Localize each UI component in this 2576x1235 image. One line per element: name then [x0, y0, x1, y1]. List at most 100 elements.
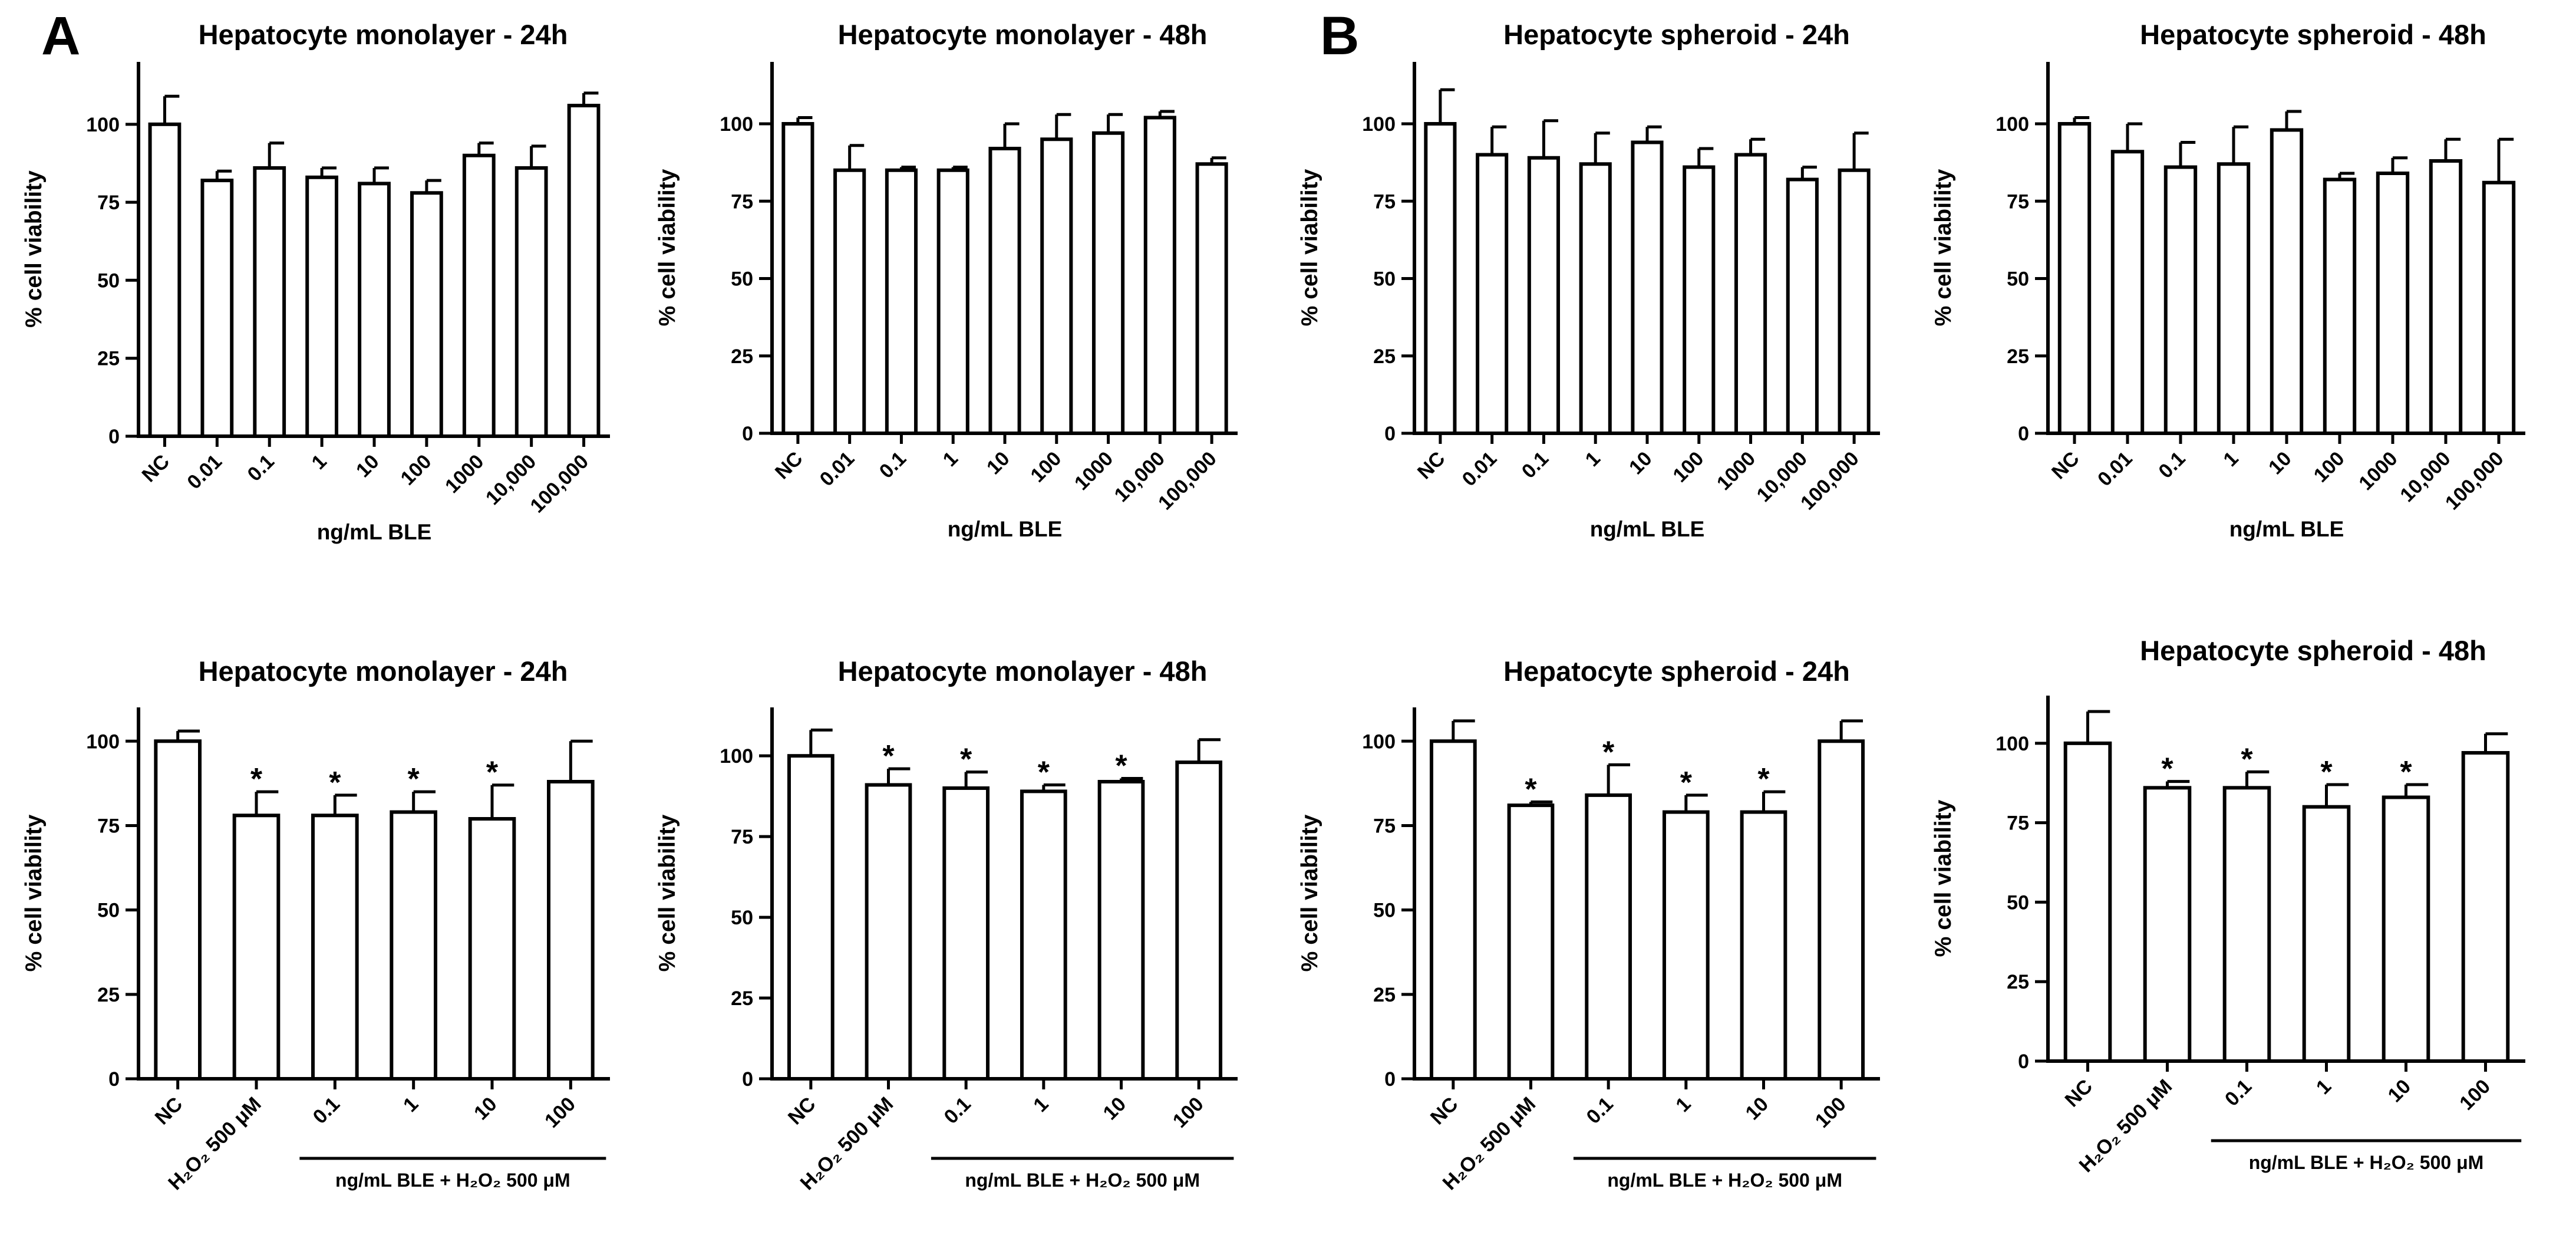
chart-title: Hepatocyte monolayer - 24h: [199, 656, 568, 687]
category-label: 10: [2264, 447, 2296, 479]
category-label: 100: [1169, 1093, 1208, 1132]
y-axis-label: % cell viability: [1931, 799, 1956, 957]
significance-star: *: [882, 739, 895, 773]
y-tick-label: 75: [731, 190, 753, 213]
bar: [1507, 803, 1555, 1081]
significance-star: *: [1115, 749, 1127, 783]
charts-container: Hepatocyte monolayer - 24h % cell viabili…: [21, 19, 2525, 1194]
bar: [1424, 122, 1457, 435]
category-label: 1: [308, 450, 331, 474]
group-label: ng/mL BLE + H₂O₂ 500 μM: [2249, 1152, 2484, 1173]
bar: [1429, 739, 1477, 1081]
category-label: NC: [771, 447, 807, 484]
chart-1: Hepatocyte monolayer - 24h % cell viabili…: [21, 19, 610, 544]
y-tick-label: 0: [108, 1068, 120, 1091]
y-axis-label: % cell viability: [1931, 169, 1956, 326]
bar: [154, 739, 202, 1081]
y-tick-label: 100: [86, 114, 120, 136]
bar: [2063, 741, 2112, 1063]
bar: [1579, 162, 1612, 435]
category-label: NC: [151, 1093, 187, 1129]
y-tick-label: 0: [2018, 1050, 2029, 1073]
y-tick-label: 25: [1373, 345, 1396, 368]
bar: [1631, 140, 1664, 435]
bar: [2461, 751, 2510, 1063]
bar: [942, 786, 990, 1081]
y-tick-label: 75: [731, 826, 753, 848]
bar: [865, 783, 912, 1081]
y-axis-label: % cell viability: [21, 814, 47, 971]
bar: [1097, 780, 1145, 1081]
category-label: NC: [1413, 447, 1450, 484]
bar: [567, 104, 601, 439]
bar: [2429, 159, 2463, 435]
bar: [1683, 165, 1716, 435]
y-tick-label: 100: [1362, 730, 1396, 753]
category-label: 1000: [2354, 447, 2402, 495]
category-label: 1: [939, 447, 962, 471]
bar: [1091, 131, 1125, 435]
group-label: ng/mL BLE + H₂O₂ 500 μM: [1607, 1170, 1842, 1191]
y-axis-label: % cell viability: [21, 170, 47, 328]
category-label: NC: [2061, 1075, 2097, 1112]
chart-3: Hepatocyte spheroid - 24h % cell viabilit…: [1297, 19, 1880, 541]
bar: [2110, 150, 2145, 435]
significance-star: *: [2400, 755, 2412, 789]
category-label: 0.01: [183, 450, 226, 494]
bar: [2323, 177, 2357, 435]
significance-star: *: [486, 756, 499, 790]
bar: [253, 166, 286, 438]
bar: [1786, 177, 1819, 435]
category-label: 10: [1741, 1093, 1773, 1125]
significance-star: *: [1680, 766, 1693, 800]
x-axis-label: ng/mL BLE: [2229, 517, 2344, 541]
x-axis-label: ng/mL BLE: [948, 517, 1063, 541]
y-tick-label: 100: [1996, 733, 2029, 755]
y-tick-label: 100: [1996, 113, 2029, 136]
bar: [1734, 153, 1767, 435]
category-label: 100,000: [2441, 447, 2508, 515]
significance-star: *: [960, 743, 972, 777]
significance-star: *: [1038, 755, 1050, 789]
bar: [1175, 760, 1223, 1081]
significance-star: *: [1757, 762, 1770, 796]
significance-star: *: [250, 762, 263, 796]
significance-star: *: [2320, 755, 2333, 789]
bar: [787, 754, 835, 1081]
bar: [1585, 793, 1632, 1081]
bar: [1020, 789, 1067, 1081]
bar: [2270, 128, 2304, 435]
y-tick-label: 100: [720, 113, 753, 136]
y-tick-label: 50: [2007, 268, 2029, 291]
category-label: 100: [540, 1093, 580, 1132]
category-label: 100,000: [1796, 447, 1863, 515]
category-label: 10: [352, 450, 384, 482]
bar: [232, 814, 281, 1081]
category-label: 1: [1671, 1093, 1695, 1117]
bar: [1476, 153, 1509, 435]
y-tick-label: 25: [731, 987, 753, 1010]
category-label: 0.01: [816, 447, 859, 491]
category-label: 1: [2312, 1075, 2336, 1099]
bar: [2217, 162, 2251, 435]
panel-label-b: B: [1320, 6, 1359, 66]
category-label: 1: [399, 1093, 423, 1117]
y-tick-label: 0: [2018, 423, 2029, 445]
bar: [1740, 810, 1787, 1081]
category-label: 0.1: [1518, 447, 1553, 483]
chart-title: Hepatocyte spheroid - 48h: [2140, 635, 2486, 666]
category-label: 0.1: [2221, 1075, 2256, 1111]
bar: [2302, 805, 2351, 1063]
y-tick-label: 50: [1373, 900, 1396, 922]
bar: [305, 175, 339, 438]
category-label: 100: [2310, 447, 2349, 487]
category-label: 10: [2384, 1075, 2416, 1107]
y-tick-label: 0: [108, 426, 120, 448]
chart-title: Hepatocyte spheroid - 24h: [1503, 656, 1850, 687]
bar: [2382, 795, 2430, 1063]
bar: [988, 147, 1021, 435]
category-label: 100: [2455, 1075, 2495, 1115]
y-tick-label: 75: [1373, 815, 1396, 837]
category-label: 100: [1026, 447, 1066, 487]
